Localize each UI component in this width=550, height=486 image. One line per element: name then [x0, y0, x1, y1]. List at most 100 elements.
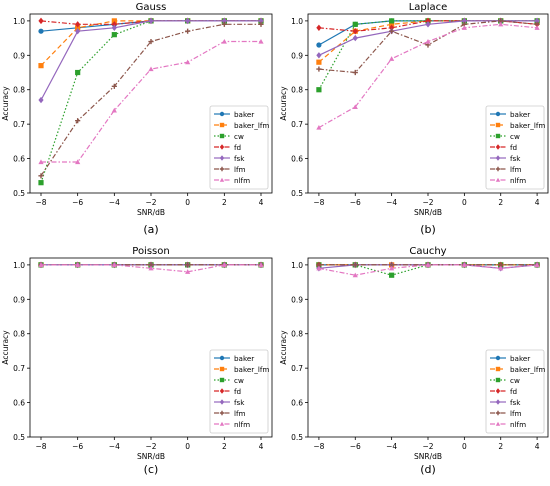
- data-point-nlfm: [461, 262, 467, 267]
- y-tick-label: 0.6: [13, 155, 25, 164]
- data-point-fd: [352, 28, 358, 35]
- x-tick-label: −8: [313, 442, 324, 451]
- x-tick-label: −8: [35, 442, 46, 451]
- data-point-baker_lfm: [75, 25, 81, 31]
- y-axis-label: Accuracy: [279, 86, 288, 121]
- data-point-fsk: [425, 21, 431, 28]
- x-tick-label: 0: [462, 198, 467, 207]
- data-point-nlfm: [316, 124, 322, 130]
- panel-caption: (a): [143, 223, 158, 236]
- data-point-nlfm: [425, 38, 431, 44]
- legend-marker-lfm: [219, 166, 225, 172]
- y-tick-label: 1.0: [13, 261, 25, 270]
- legend-marker-cw: [219, 133, 225, 139]
- x-tick-label: 4: [535, 198, 540, 207]
- data-point-lfm: [389, 28, 395, 34]
- data-point-fd: [111, 21, 117, 28]
- legend-marker-nlfm: [219, 421, 225, 426]
- data-point-nlfm: [258, 262, 264, 267]
- legend-marker-fsk: [495, 155, 501, 161]
- legend-label-baker_lfm: baker_lfm: [234, 365, 269, 374]
- y-axis-label: Accuracy: [1, 86, 10, 121]
- data-point-fsk: [258, 17, 264, 25]
- data-point-lfm: [352, 69, 358, 76]
- data-point-nlfm: [534, 262, 540, 267]
- y-axis-label: Accuracy: [1, 330, 10, 365]
- y-tick-label: 0.8: [291, 86, 303, 95]
- y-tick-label: 1.0: [13, 17, 25, 26]
- data-point-fsk: [148, 17, 154, 25]
- x-tick-label: 0: [185, 442, 190, 451]
- legend-label-fsk: fsk: [510, 154, 521, 163]
- legend-marker-baker_lfm: [219, 122, 225, 128]
- data-point-fd: [316, 24, 322, 31]
- data-point-nlfm: [425, 262, 431, 267]
- legend-box: [209, 105, 269, 190]
- legend-label-baker_lfm: baker_lfm: [510, 365, 545, 374]
- chart-panel-2: Laplace 0.5 0.6 0.7 0.8 0.9 1.0 −8 −6 −4 −2 0 2 4 SNR/…: [279, 2, 549, 236]
- legend-label-lfm: lfm: [510, 409, 522, 418]
- legend-label-lfm: lfm: [234, 409, 246, 418]
- y-tick-label: 0.6: [291, 155, 303, 164]
- legend-marker-cw: [495, 133, 501, 139]
- legend-label-cw: cw: [510, 376, 520, 385]
- legend-marker-nlfm: [495, 177, 501, 182]
- data-point-fd: [389, 24, 395, 31]
- data-point-nlfm: [316, 265, 322, 271]
- data-point-nlfm: [38, 262, 44, 267]
- data-point-cw: [389, 272, 395, 278]
- legend-marker-lfm: [495, 410, 501, 416]
- x-tick-label: −4: [109, 198, 120, 207]
- legend-label-baker_lfm: baker_lfm: [510, 121, 545, 130]
- legend-label-fd: fd: [510, 387, 517, 396]
- x-axis-label: SNR/dB: [137, 208, 165, 217]
- legend-marker-baker_lfm: [495, 122, 501, 128]
- legend-label-fd: fd: [234, 387, 241, 396]
- data-point-nlfm: [389, 265, 395, 271]
- legend-marker-fsk: [495, 399, 501, 405]
- legend-label-nlfm: nlfm: [510, 420, 526, 429]
- x-tick-label: −4: [386, 442, 397, 451]
- legend-label-fsk: fsk: [234, 154, 245, 163]
- x-tick-label: 4: [259, 442, 264, 451]
- legend-label-nlfm: nlfm: [234, 176, 250, 185]
- x-tick-label: −6: [72, 198, 83, 207]
- data-point-lfm: [316, 66, 322, 72]
- data-point-lfm: [221, 21, 227, 27]
- panel-caption: (d): [420, 463, 436, 476]
- x-tick-label: −2: [145, 198, 156, 207]
- legend-label-baker: baker: [510, 354, 530, 363]
- legend-label-lfm: lfm: [510, 165, 522, 174]
- data-point-cw: [352, 21, 358, 27]
- data-point-nlfm: [38, 159, 44, 165]
- data-point-cw: [38, 180, 44, 186]
- legend-marker-lfm: [219, 410, 225, 416]
- y-tick-label: 0.6: [291, 399, 303, 408]
- data-point-nlfm: [258, 38, 264, 44]
- legend-marker-fd: [495, 388, 501, 394]
- legend-box: [209, 349, 269, 434]
- data-point-lfm: [38, 173, 44, 179]
- chart-title: Laplace: [409, 2, 448, 13]
- legend-label-cw: cw: [510, 132, 520, 141]
- legend-marker-baker: [495, 111, 501, 117]
- data-point-cw: [316, 87, 322, 93]
- y-tick-label: 0.8: [13, 330, 25, 339]
- data-point-nlfm: [111, 262, 117, 267]
- panel-caption: (c): [144, 463, 159, 476]
- data-point-fsk: [461, 17, 467, 25]
- legend-box: [485, 349, 545, 434]
- data-point-baker: [316, 42, 322, 48]
- data-point-baker_lfm: [316, 59, 322, 65]
- data-point-lfm: [352, 262, 358, 268]
- legend-marker-fd: [495, 144, 501, 150]
- x-tick-label: −8: [313, 198, 324, 207]
- data-point-lfm: [111, 83, 117, 89]
- x-tick-label: −6: [72, 442, 83, 451]
- x-tick-label: 4: [535, 442, 540, 451]
- x-tick-label: −8: [35, 198, 46, 207]
- x-tick-label: 2: [498, 442, 503, 451]
